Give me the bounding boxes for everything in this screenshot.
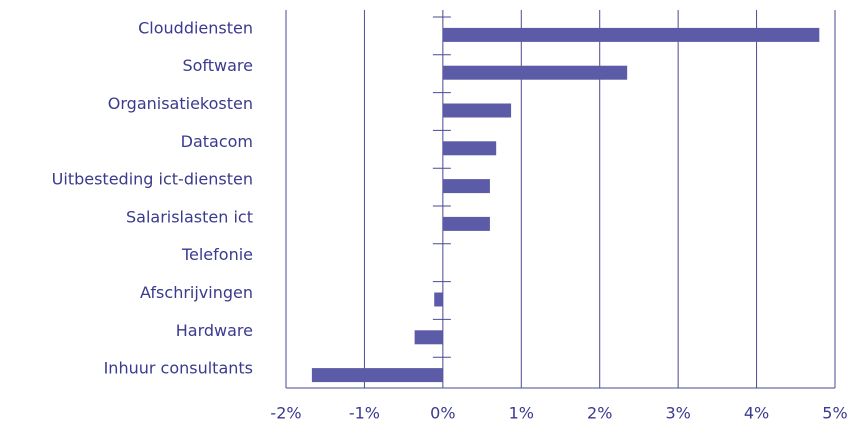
bar (442, 179, 490, 194)
y-tick-label: Salarislasten ict (126, 207, 253, 226)
bar (311, 368, 443, 383)
x-tick-label: 0% (430, 404, 455, 423)
y-tick-label: Software (182, 56, 253, 75)
bar (442, 216, 490, 231)
y-tick-label: Inhuur consultants (104, 359, 253, 378)
bar (442, 141, 497, 156)
bar (414, 330, 443, 345)
x-tick-label: 1% (509, 404, 534, 423)
bar (442, 27, 820, 42)
y-tick-label: Datacom (181, 132, 253, 151)
x-tick-label: 3% (665, 404, 690, 423)
x-tick-label: 2% (587, 404, 612, 423)
y-tick-label: Telefonie (181, 245, 253, 264)
y-tick-label: Uitbesteding ict-diensten (52, 170, 253, 189)
bar (442, 103, 512, 118)
x-tick-label: -1% (349, 404, 380, 423)
bar (442, 65, 628, 80)
x-tick-label: 4% (744, 404, 769, 423)
y-tick-label: Organisatiekosten (108, 94, 253, 113)
y-tick-label: Clouddiensten (138, 18, 253, 37)
x-tick-label: 5% (822, 404, 847, 423)
y-tick-label: Afschrijvingen (140, 283, 253, 302)
y-tick-label: Hardware (176, 321, 253, 340)
x-tick-label: -2% (270, 404, 301, 423)
bar (434, 292, 443, 307)
